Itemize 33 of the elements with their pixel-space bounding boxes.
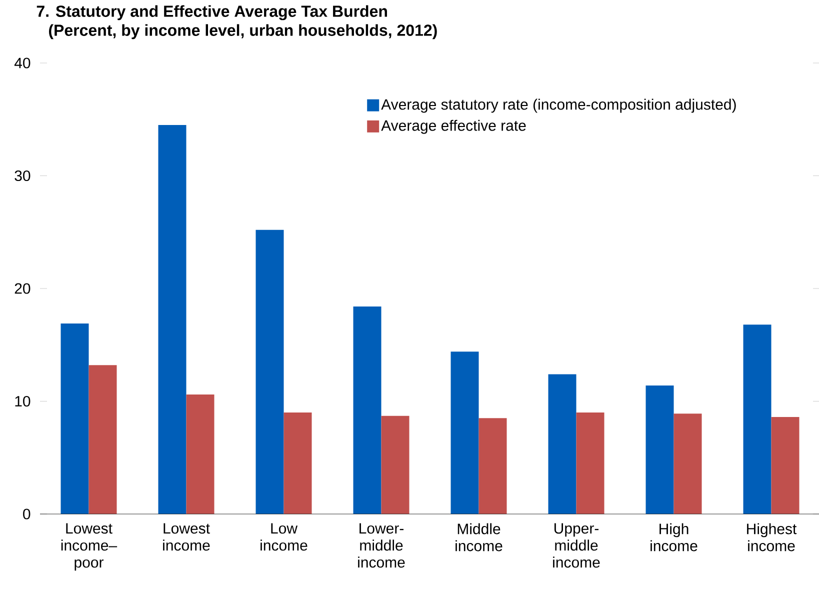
chart-title: 7. Statutory and Effective Average Tax Burden	[36, 5, 387, 20]
x-tick-label: Lowest income	[163, 523, 210, 551]
bar	[88, 365, 117, 514]
y-tick-label: 0	[23, 508, 30, 520]
bar	[60, 323, 89, 514]
legend-label: Average statutory rate (income-composition adjusted)	[381, 98, 736, 113]
bar	[353, 306, 382, 514]
bar	[256, 230, 284, 514]
bar	[158, 125, 186, 514]
x-tick-label: High income	[650, 523, 698, 552]
bar	[381, 416, 410, 514]
y-tick-label: 20	[14, 283, 30, 294]
chart-subtitle: (Percent, by income level, urban households, 2012)	[48, 24, 437, 40]
x-tick-label: Lower-middle income	[358, 523, 405, 568]
x-tick-label: Upper-middle income	[553, 523, 600, 568]
x-tick-label: Middle income	[456, 523, 502, 552]
bar	[548, 374, 576, 514]
x-tick-label: Lowest income–poor	[61, 523, 118, 571]
bar	[450, 352, 479, 514]
bar	[743, 324, 772, 514]
bar	[646, 385, 674, 514]
bar	[576, 412, 604, 514]
bar	[674, 414, 702, 514]
legend-label: Average effective rate	[381, 120, 526, 134]
y-tick-label: 10	[15, 396, 30, 407]
bar	[771, 417, 800, 514]
x-tick-label: Highest income	[747, 523, 797, 552]
bar	[478, 418, 507, 514]
y-tick-label: 40	[14, 58, 30, 68]
bar	[284, 412, 312, 514]
y-tick-label: 30	[14, 170, 30, 182]
x-tick-label: Low income	[260, 523, 308, 551]
bar	[186, 394, 214, 514]
